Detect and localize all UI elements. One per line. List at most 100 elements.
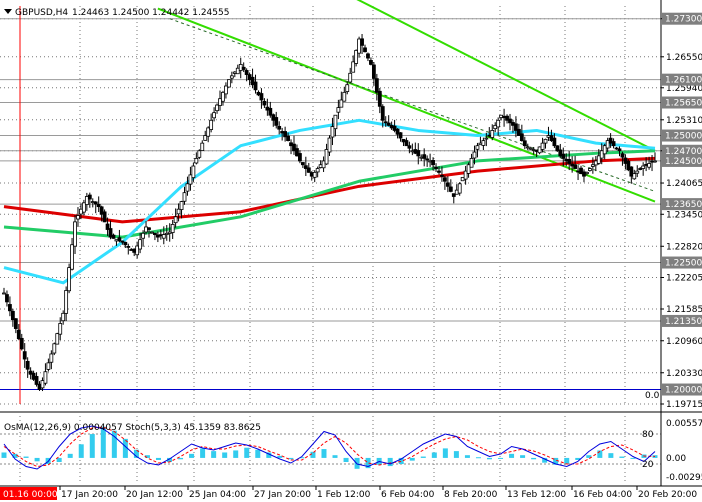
candle-body [22, 351, 27, 360]
price-level-label: 1.21350 [665, 317, 702, 327]
osma-bar [144, 455, 150, 458]
candle-body [268, 107, 273, 116]
candle-body [460, 177, 465, 182]
price-level-label: 1.22500 [665, 259, 702, 269]
candle-body [534, 150, 539, 152]
candle-body [425, 158, 430, 161]
stoch-signal-line [3, 426, 656, 468]
candle-body [564, 158, 569, 162]
time-tick-label: 25 Jan 04:00 [189, 490, 246, 500]
osma-bar [575, 457, 581, 460]
candle-body [250, 76, 255, 86]
candle-body [454, 189, 459, 195]
price-tick-label: 1.21585 [666, 305, 702, 315]
candle-body [265, 106, 270, 111]
candle-body [277, 125, 282, 130]
candle-body [16, 329, 21, 340]
candle-body [531, 149, 536, 151]
candle-body [173, 216, 178, 224]
candle-body [363, 47, 367, 53]
candle-body [644, 164, 649, 166]
candle-body [419, 156, 424, 159]
osma-bar [1, 452, 7, 458]
candle-body [235, 67, 240, 75]
candle-body [167, 231, 172, 234]
osma-bar [398, 457, 404, 465]
osma-bar [332, 455, 338, 458]
candle-body [585, 171, 589, 175]
candle-body [206, 127, 211, 137]
candle-body [28, 370, 33, 375]
candle-body [434, 166, 438, 169]
candle-body [200, 142, 205, 152]
candle-body [209, 119, 214, 130]
candle-body [475, 145, 480, 150]
candle-body [481, 140, 486, 146]
osma-bar [100, 426, 106, 458]
ohlc-values: 1.24463 1.24500 1.24442 1.24555 [72, 8, 229, 18]
candle-body [55, 333, 60, 345]
indicator-tick-label: 0.00 [666, 454, 686, 464]
osma-bar [89, 434, 95, 458]
time-tick-label: 16 Feb 04:00 [573, 490, 632, 500]
osma-bar [111, 430, 117, 458]
candle-body [348, 72, 353, 83]
osma-bar [498, 457, 504, 459]
price-level-box [662, 314, 702, 327]
candle-body [333, 114, 338, 130]
osma-bar [608, 453, 614, 458]
osma-bar [464, 455, 470, 458]
candle-body [218, 98, 222, 106]
candle-body [286, 135, 290, 142]
osma-bar [586, 455, 592, 458]
candle-body [259, 93, 264, 101]
osma-bar [244, 447, 250, 458]
price-level-box [662, 383, 702, 396]
candle-body [312, 171, 317, 178]
candle-body [369, 60, 373, 65]
candle-body [73, 221, 77, 247]
candle-body [298, 153, 302, 162]
candle-body [448, 186, 453, 192]
candle-body [8, 304, 12, 312]
candle-body [158, 234, 163, 237]
candle-body [176, 208, 181, 215]
candle-body [226, 79, 231, 88]
candle-body [525, 146, 530, 149]
candle-body [318, 164, 323, 168]
osma-bar [200, 448, 206, 458]
candle-body [383, 121, 388, 124]
price-level-box [662, 73, 702, 86]
candle-body [431, 159, 435, 166]
candle-body [135, 245, 140, 256]
candle-body [188, 174, 193, 185]
candle-body [496, 119, 501, 128]
candle-body [522, 140, 527, 147]
candle-body [407, 145, 412, 149]
price-level-label: 1.25000 [665, 132, 702, 142]
candle-body [327, 137, 332, 153]
candle-body [289, 142, 293, 147]
osma-bar [553, 457, 559, 465]
osma-bar [189, 453, 195, 458]
candle-body [58, 323, 63, 335]
candle-body [596, 155, 601, 164]
moving-average-cyan [3, 118, 656, 285]
candle-body [215, 104, 219, 112]
price-level-box [662, 96, 702, 109]
candle-body [357, 38, 361, 54]
candle-body [5, 294, 9, 303]
osma-bar [34, 457, 40, 462]
candle-body [614, 147, 619, 150]
candle-body [262, 100, 267, 106]
time-tick-label: 17 Jan 20:00 [61, 490, 118, 500]
candle-body [321, 160, 326, 169]
price-tick-label: 1.26550 [666, 53, 702, 63]
osma-bar [597, 450, 603, 458]
candle-body [487, 134, 492, 137]
candle-body [505, 115, 509, 121]
osma-bar [12, 453, 18, 458]
candle-body [274, 117, 279, 126]
osma-bar [255, 449, 261, 458]
